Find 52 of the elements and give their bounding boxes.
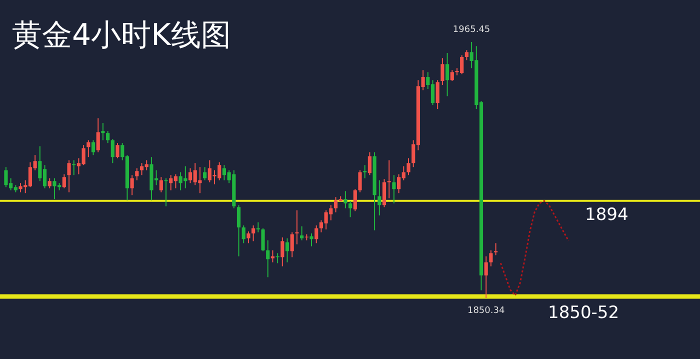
candlestick	[72, 160, 76, 176]
candlestick	[48, 178, 52, 189]
candlestick	[464, 50, 468, 61]
candlestick	[203, 166, 207, 181]
candlestick	[116, 142, 120, 159]
candlestick	[130, 174, 134, 196]
candlestick	[261, 228, 265, 252]
candlestick	[484, 256, 488, 298]
candlestick	[280, 236, 284, 267]
candlestick	[252, 224, 256, 242]
candlestick	[450, 70, 454, 82]
candlestick	[314, 224, 318, 244]
candlestick	[290, 232, 294, 258]
candlestick	[358, 170, 362, 193]
candlestick	[62, 174, 66, 189]
annotation: 1965.45	[452, 25, 490, 35]
candlestick	[110, 138, 114, 164]
candlestick	[101, 122, 105, 141]
candlestick	[445, 52, 450, 97]
candlestick	[406, 158, 410, 176]
candlestick	[159, 176, 163, 193]
chart-title: 黄金4小时K线图	[12, 18, 231, 53]
candlestick	[86, 140, 90, 158]
candlestick	[295, 210, 299, 245]
candlestick	[382, 178, 386, 208]
candlestick	[348, 200, 352, 218]
candlestick	[300, 226, 304, 241]
candlestick	[236, 204, 241, 257]
ref-line-label: 1894	[585, 204, 628, 225]
candlestick	[353, 188, 357, 212]
candlestick	[392, 174, 396, 204]
candlestick	[310, 232, 314, 247]
candlestick	[344, 190, 348, 209]
candlestick	[285, 238, 290, 263]
candlestick	[67, 160, 71, 193]
candlestick	[106, 130, 110, 144]
candlestick	[270, 250, 275, 263]
candlestick	[96, 118, 100, 153]
candlestick	[91, 140, 96, 156]
candlestick	[368, 152, 372, 176]
candlestick	[436, 80, 440, 110]
annotation: 1850.34	[467, 306, 505, 316]
band-label: 1850-52	[548, 302, 620, 323]
candlestick	[494, 242, 498, 256]
candlestick	[378, 180, 382, 216]
candlestick	[164, 178, 168, 207]
candlestick	[246, 230, 250, 244]
candlestick	[266, 240, 270, 278]
candlestick	[489, 250, 493, 267]
candlestick	[242, 224, 246, 244]
candlestick	[135, 168, 139, 181]
candlestick	[440, 58, 444, 86]
